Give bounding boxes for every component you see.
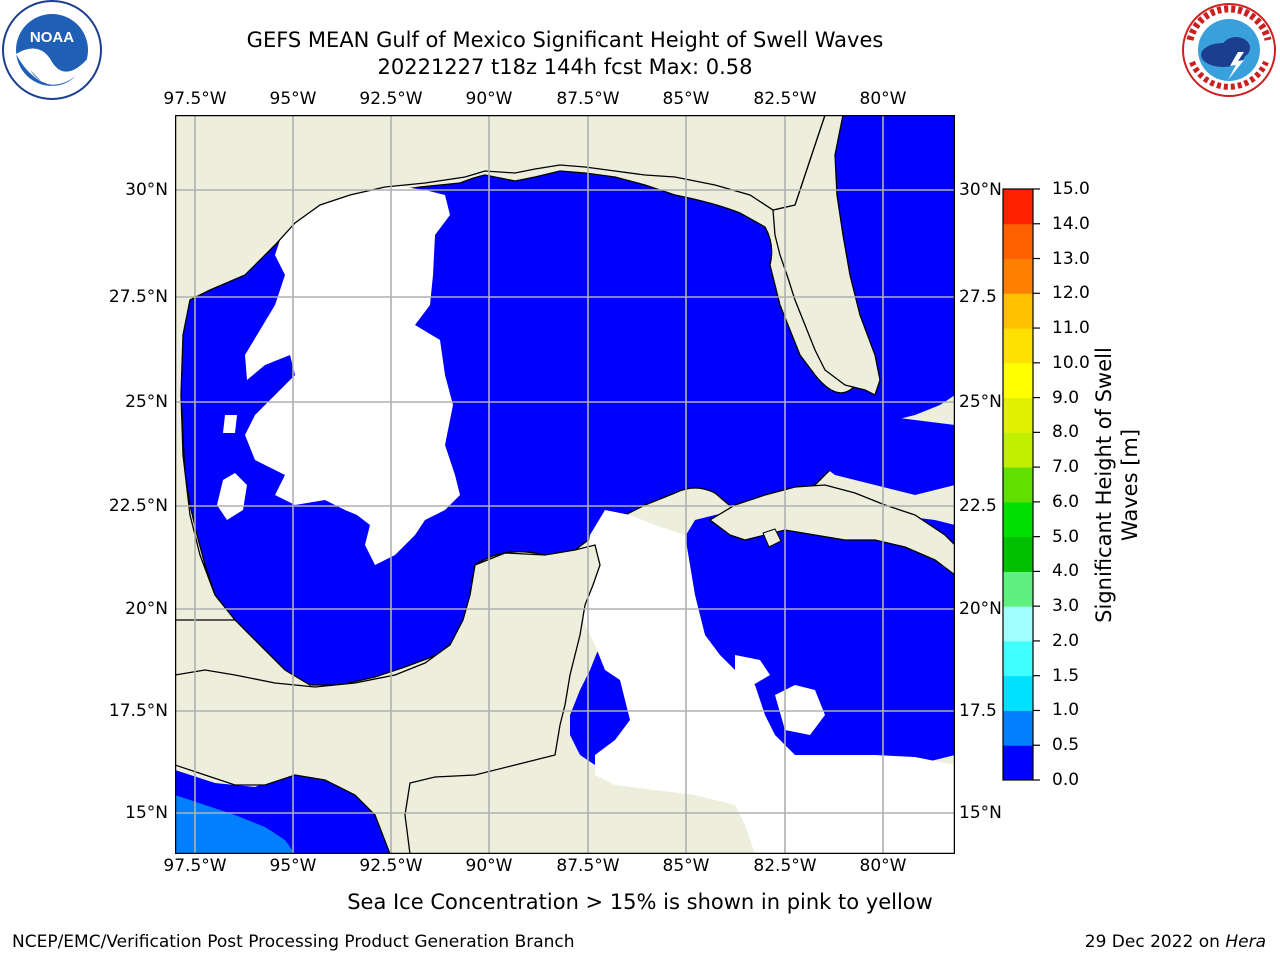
- lat-label-left: 17.5°N: [108, 701, 168, 721]
- colorbar-tick-label: 11.0: [1052, 318, 1090, 339]
- lon-label-top: 90°W: [465, 89, 513, 109]
- lat-label-left: 20°N: [125, 599, 168, 619]
- chart-title-line2: 20221227 t18z 144h fcst Max: 0.58: [377, 55, 753, 79]
- atlantic-water-south: [815, 415, 955, 495]
- lon-label-bottom: 87.5°W: [556, 856, 620, 876]
- lat-label-right: 15°N: [959, 803, 1002, 823]
- lat-label-right: 22.5: [959, 496, 997, 516]
- colorbar-segment: [1003, 675, 1033, 711]
- lon-label-top: 95°W: [269, 89, 317, 109]
- colorbar-tick-label: 6.0: [1052, 491, 1080, 512]
- caribbean-white: [580, 510, 955, 854]
- graticule: [175, 115, 955, 854]
- lon-label-top: 80°W: [859, 89, 907, 109]
- lat-label-right: 20°N: [959, 599, 1002, 619]
- lon-label-bottom: 97.5°W: [163, 856, 227, 876]
- gulf-white-west: [245, 183, 460, 565]
- colorbar-segment: [1003, 328, 1033, 364]
- chart-title-line1: GEFS MEAN Gulf of Mexico Significant Hei…: [246, 28, 884, 52]
- lat-label-right: 25°N: [959, 392, 1002, 412]
- lon-label-bottom: 80°W: [859, 856, 907, 876]
- colorbar-segments: [1003, 189, 1033, 781]
- colorbar: [1002, 188, 1040, 781]
- lon-label-bottom: 95°W: [269, 856, 317, 876]
- sea-ice-caption: Sea Ice Concentration > 15% is shown in …: [347, 890, 933, 914]
- colorbar-title: Significant Height of Swell Waves [m]: [1092, 347, 1142, 623]
- lat-label-left: 27.5°N: [108, 287, 168, 307]
- colorbar-tick-label: 5.0: [1052, 526, 1080, 547]
- colorbar-segment: [1003, 293, 1033, 329]
- us-gulf-coast-land: [175, 115, 826, 621]
- lon-label-top: 92.5°W: [359, 89, 423, 109]
- caribbean-white-patch: [775, 685, 825, 735]
- colorbar-tick-label: 1.0: [1052, 700, 1080, 721]
- footer-credit: NCEP/EMC/Verification Post Processing Pr…: [12, 932, 575, 952]
- colorbar-tick-label: 12.0: [1052, 283, 1090, 304]
- colorbar-segment: [1003, 745, 1033, 781]
- lat-label-right: 17.5: [959, 701, 997, 721]
- lon-label-bottom: 92.5°W: [359, 856, 423, 876]
- lon-label-bottom: 82.5°W: [753, 856, 817, 876]
- lat-label-left: 22.5°N: [108, 496, 168, 516]
- colorbar-tick-label: 0.0: [1052, 770, 1080, 790]
- lat-label-left: 25°N: [125, 392, 168, 412]
- lat-label-right: 30°N: [959, 180, 1002, 200]
- lon-label-top: 85°W: [662, 89, 710, 109]
- colorbar-tick-label: 13.0: [1052, 248, 1090, 269]
- colorbar-tick-label: 7.0: [1052, 457, 1080, 478]
- colorbar-ticks: [1033, 188, 1040, 781]
- caribbean-white-patch: [735, 655, 770, 685]
- footer-host: Hera: [1225, 932, 1266, 952]
- lon-label-top: 82.5°W: [753, 89, 817, 109]
- colorbar-segment: [1003, 223, 1033, 260]
- colorbar-tick-label: 4.0: [1052, 561, 1080, 582]
- colorbar-segment: [1003, 258, 1033, 294]
- map-plot-area: [175, 115, 955, 854]
- lon-label-top: 97.5°W: [163, 89, 227, 109]
- footer-date: 29 Dec 2022 on Hera: [1085, 932, 1266, 952]
- colorbar-segment: [1003, 710, 1033, 746]
- colorbar-tick-label: 9.0: [1052, 387, 1080, 408]
- colorbar-segment: [1003, 536, 1033, 572]
- florida-land: [772, 115, 881, 396]
- isle-of-youth: [762, 528, 782, 548]
- colorbar-tick-label: 10.0: [1052, 352, 1090, 373]
- nws-logo: [1182, 3, 1276, 97]
- lon-label-top: 87.5°W: [556, 89, 620, 109]
- footer-date-text: 29 Dec 2022 on: [1084, 932, 1226, 952]
- gulf-white-patch: [223, 415, 237, 433]
- colorbar-segment: [1003, 640, 1033, 677]
- colorbar-tick-label: 1.5: [1052, 665, 1080, 686]
- colorbar-segment: [1003, 467, 1033, 503]
- colorbar-tick-label: 2.0: [1052, 630, 1080, 651]
- yucatan-land: [175, 544, 601, 854]
- colorbar-segment: [1003, 397, 1033, 433]
- lat-label-left: 30°N: [125, 180, 168, 200]
- colorbar-segment: [1003, 362, 1033, 399]
- colorbar-tick-label: 8.0: [1052, 422, 1080, 443]
- lat-label-right: 27.5: [959, 287, 997, 307]
- colorbar-frame: [1002, 188, 1034, 781]
- colorbar-segment: [1003, 571, 1033, 607]
- lon-label-bottom: 85°W: [662, 856, 710, 876]
- map-frame: [175, 115, 955, 854]
- colorbar-tick-label: 0.5: [1052, 735, 1080, 756]
- colorbar-segment: [1003, 189, 1033, 225]
- colorbar-segment: [1003, 501, 1033, 538]
- noaa-logo: NOAA: [2, 0, 102, 100]
- colorbar-segment: [1003, 432, 1033, 468]
- noaa-logo-text: NOAA: [30, 29, 74, 46]
- lat-label-left: 15°N: [125, 803, 168, 823]
- colorbar-tick-label: 14.0: [1052, 213, 1090, 234]
- lon-label-bottom: 90°W: [465, 856, 513, 876]
- colorbar-segment: [1003, 606, 1033, 642]
- pacific-water-mid: [175, 795, 295, 854]
- gulf-white-patch: [217, 473, 247, 520]
- colorbar-tick-label: 15.0: [1052, 179, 1090, 199]
- colorbar-tick-label: 3.0: [1052, 596, 1080, 617]
